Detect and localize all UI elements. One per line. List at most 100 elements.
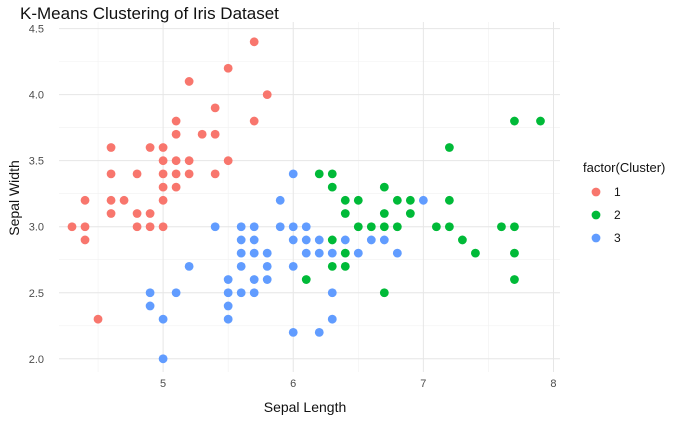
legend-title: factor(Cluster) bbox=[583, 160, 665, 175]
data-point-cluster-2 bbox=[340, 248, 350, 258]
data-point-cluster-2 bbox=[392, 195, 402, 205]
data-point-cluster-1 bbox=[184, 77, 194, 86]
data-point-cluster-1 bbox=[93, 314, 103, 324]
data-point-cluster-2 bbox=[340, 195, 350, 205]
data-point-cluster-1 bbox=[184, 156, 194, 166]
y-tick-label: 2.0 bbox=[29, 354, 44, 366]
data-point-cluster-2 bbox=[444, 143, 454, 152]
data-point-cluster-3 bbox=[314, 327, 324, 337]
data-point-cluster-2 bbox=[340, 209, 350, 218]
data-point-cluster-2 bbox=[327, 235, 337, 245]
data-point-cluster-3 bbox=[288, 235, 298, 245]
data-point-cluster-1 bbox=[80, 235, 90, 245]
data-point-cluster-3 bbox=[223, 301, 233, 311]
data-point-cluster-1 bbox=[132, 222, 142, 232]
data-point-cluster-1 bbox=[262, 90, 272, 100]
data-point-cluster-2 bbox=[405, 209, 415, 218]
data-point-cluster-1 bbox=[171, 116, 181, 126]
data-point-cluster-3 bbox=[262, 261, 272, 271]
y-tick-label: 4.0 bbox=[29, 90, 44, 102]
data-point-cluster-1 bbox=[197, 129, 207, 139]
data-point-cluster-3 bbox=[353, 248, 363, 258]
data-point-cluster-3 bbox=[288, 169, 298, 179]
legend: factor(Cluster) 1 2 3 bbox=[583, 160, 665, 245]
x-tick-label: 5 bbox=[160, 378, 166, 390]
data-point-cluster-2 bbox=[536, 116, 545, 126]
data-point-cluster-1 bbox=[210, 129, 220, 139]
data-point-cluster-3 bbox=[249, 288, 259, 298]
data-point-cluster-3 bbox=[418, 195, 428, 205]
data-point-cluster-1 bbox=[145, 143, 155, 152]
data-point-cluster-3 bbox=[158, 314, 168, 324]
y-tick-label: 2.5 bbox=[29, 288, 44, 300]
data-point-cluster-3 bbox=[223, 314, 233, 324]
data-point-cluster-3 bbox=[288, 222, 298, 232]
data-point-cluster-2 bbox=[327, 169, 337, 179]
y-tick-label: 3.0 bbox=[29, 222, 44, 234]
data-point-cluster-1 bbox=[158, 143, 168, 152]
data-point-cluster-1 bbox=[106, 169, 116, 179]
data-point-cluster-2 bbox=[379, 288, 389, 298]
data-point-cluster-1 bbox=[106, 195, 116, 205]
data-point-cluster-3 bbox=[249, 222, 259, 232]
data-point-cluster-1 bbox=[249, 37, 259, 47]
data-point-cluster-3 bbox=[236, 222, 246, 232]
data-point-cluster-3 bbox=[288, 261, 298, 271]
data-point-cluster-1 bbox=[106, 143, 116, 152]
data-point-cluster-2 bbox=[327, 182, 337, 192]
tick-labels: 5 6 7 8 2.0 2.5 3.0 3.5 4.0 4.5 bbox=[29, 24, 557, 390]
legend-label-3: 3 bbox=[614, 231, 621, 245]
data-point-cluster-1 bbox=[171, 156, 181, 166]
data-point-cluster-1 bbox=[106, 209, 116, 218]
data-point-cluster-3 bbox=[327, 288, 337, 298]
data-point-cluster-2 bbox=[392, 222, 402, 232]
legend-swatch-2 bbox=[591, 210, 601, 220]
data-point-cluster-1 bbox=[158, 222, 168, 232]
data-point-cluster-3 bbox=[236, 288, 246, 298]
data-point-cluster-3 bbox=[301, 222, 311, 232]
data-point-cluster-1 bbox=[249, 116, 259, 126]
data-point-cluster-1 bbox=[223, 156, 233, 166]
data-point-cluster-1 bbox=[158, 195, 168, 205]
data-point-cluster-3 bbox=[236, 248, 246, 258]
data-point-cluster-1 bbox=[171, 169, 181, 179]
data-point-cluster-2 bbox=[379, 222, 389, 232]
data-point-cluster-3 bbox=[288, 327, 298, 337]
data-point-cluster-3 bbox=[275, 222, 285, 232]
data-point-cluster-3 bbox=[236, 261, 246, 271]
legend-label-1: 1 bbox=[614, 185, 621, 199]
x-tick-label: 7 bbox=[420, 378, 426, 390]
chart-title: K-Means Clustering of Iris Dataset bbox=[20, 4, 279, 23]
data-point-cluster-3 bbox=[171, 288, 181, 298]
data-point-cluster-1 bbox=[210, 103, 220, 113]
data-point-cluster-3 bbox=[262, 275, 272, 284]
data-point-cluster-2 bbox=[471, 248, 480, 258]
data-point-cluster-2 bbox=[444, 222, 454, 232]
data-point-cluster-2 bbox=[327, 261, 337, 271]
data-point-cluster-2 bbox=[444, 195, 454, 205]
data-point-cluster-1 bbox=[119, 195, 129, 205]
data-point-cluster-2 bbox=[510, 275, 519, 284]
legend-items: 1 2 3 bbox=[591, 185, 621, 245]
data-point-cluster-1 bbox=[132, 169, 142, 179]
data-point-cluster-1 bbox=[158, 169, 168, 179]
data-point-cluster-1 bbox=[67, 222, 77, 232]
y-axis-title: Sepal Width bbox=[6, 160, 22, 235]
data-point-cluster-1 bbox=[223, 63, 233, 73]
data-point-cluster-3 bbox=[379, 235, 389, 245]
data-point-cluster-3 bbox=[327, 314, 337, 324]
data-point-cluster-1 bbox=[132, 209, 142, 218]
data-point-cluster-3 bbox=[223, 275, 233, 284]
data-point-cluster-1 bbox=[171, 182, 181, 192]
data-point-cluster-1 bbox=[80, 195, 90, 205]
data-point-cluster-3 bbox=[249, 235, 259, 245]
data-point-cluster-2 bbox=[458, 235, 467, 245]
data-point-cluster-3 bbox=[301, 248, 311, 258]
data-point-cluster-3 bbox=[210, 222, 220, 232]
data-point-cluster-3 bbox=[314, 248, 324, 258]
data-points bbox=[67, 37, 545, 364]
data-point-cluster-1 bbox=[171, 129, 181, 139]
data-point-cluster-2 bbox=[379, 182, 389, 192]
x-tick-label: 6 bbox=[290, 378, 296, 390]
